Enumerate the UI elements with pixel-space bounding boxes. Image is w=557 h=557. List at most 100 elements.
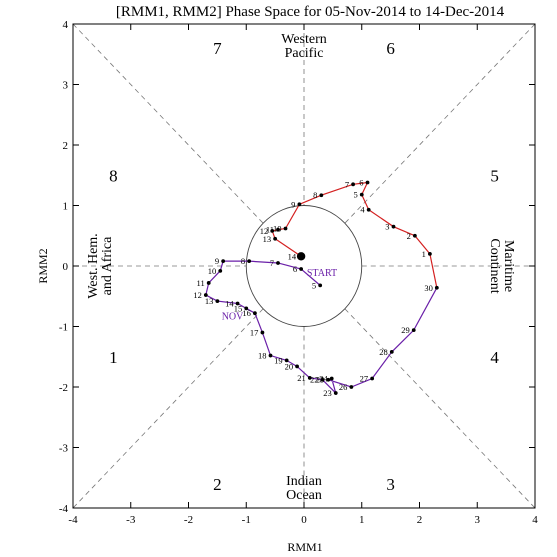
region-label-maritime-continent: Maritime [501,240,516,292]
data-point [365,180,370,185]
region-label-western-pacific: Pacific [285,46,324,61]
start-label: START [307,268,337,279]
day-label: 13 [263,234,272,244]
day-label: 6 [293,264,297,274]
phase-label: 3 [386,475,395,494]
data-point [391,224,396,229]
day-label: 27 [360,374,369,384]
phase-label: 1 [109,348,118,367]
y-tick-label: 2 [63,140,69,152]
data-point [203,293,208,297]
y-tick-label: -3 [59,443,69,455]
phase-label: 6 [386,39,395,58]
day-label: 11 [197,278,205,288]
data-point [283,226,288,231]
region-label-west-hem-africa: and Africa [100,236,115,295]
guide-line [72,23,264,224]
data-point [318,283,323,288]
day-label: 13 [205,296,214,306]
day-label: 24 [319,374,328,384]
region-label-maritime-continent: Continent [487,238,502,293]
phase-label: 5 [490,166,499,185]
day-label: 5 [312,280,316,290]
day-label: 9 [215,256,219,266]
data-point [221,259,226,264]
data-point [244,306,249,311]
trajectory-connector-line [429,253,438,288]
x-tick-label: 1 [359,514,365,526]
data-point [273,236,278,241]
day-label: 26 [339,382,348,392]
data-point [296,252,306,261]
day-label: 12 [260,226,269,236]
day-label: 5 [354,190,358,200]
data-point [434,285,439,290]
guide-line [344,23,536,224]
month-label-nov: NOV [222,312,244,323]
day-label: 2 [407,231,411,241]
x-tick-label: -4 [68,514,78,526]
data-point [351,182,355,187]
data-point [412,233,417,238]
phase-label: 4 [490,348,499,367]
day-label: 20 [285,361,294,371]
day-label: 7 [270,258,274,268]
data-point [276,227,280,232]
data-point [389,350,394,354]
trajectory-dec-line [271,181,431,257]
phase-label: 2 [213,475,222,494]
region-label-west-hem-africa: West. Hem. [86,233,101,298]
x-tick-label: 0 [301,514,307,526]
day-label: 14 [288,251,297,261]
data-point [326,377,331,382]
day-label: 25 [316,375,325,385]
y-axis-label: RMM2 [36,248,50,283]
data-point [206,281,211,285]
day-label: 9 [291,199,295,209]
data-point [276,261,280,265]
data-point [247,259,252,264]
x-tick-label: 2 [417,514,423,526]
data-point [307,376,312,380]
guide-line [344,308,536,509]
data-point [370,376,375,381]
region-label-western-pacific: Western [281,32,327,47]
day-label: 7 [345,179,349,189]
region-label-indian-ocean: Indian [286,474,322,489]
day-label: 12 [193,290,202,300]
x-tick-label: -2 [184,514,193,526]
data-point [218,268,223,273]
day-label: 19 [274,355,283,365]
day-label: 17 [250,328,259,338]
x-tick-label: -3 [126,514,136,526]
unit-circle [245,205,363,327]
day-label: 15 [234,303,243,313]
data-point [329,376,334,381]
x-tick-label: 4 [532,514,538,526]
day-label: 10 [208,266,217,276]
day-label: 3 [385,222,389,232]
day-label: 14 [225,299,234,309]
day-label: 21 [297,373,306,383]
data-point [295,364,299,369]
x-axis-label: RMM1 [287,540,322,554]
data-point [333,391,338,395]
day-label: 6 [359,178,363,188]
data-point [320,377,325,382]
day-label: 8 [313,190,317,200]
day-label: 4 [360,205,365,215]
data-point [215,299,220,303]
y-tick-label: -2 [59,382,68,394]
chart-title: [RMM1, RMM2] Phase Space for 05-Nov-2014… [116,4,505,20]
data-point [366,207,371,212]
data-point [253,311,257,316]
day-label: 23 [323,388,332,398]
y-tick-label: -1 [59,322,68,334]
day-label: 8 [241,256,245,266]
data-point [349,385,354,389]
data-point [260,330,265,335]
guide-line [72,308,264,509]
y-tick-label: 4 [63,19,69,31]
